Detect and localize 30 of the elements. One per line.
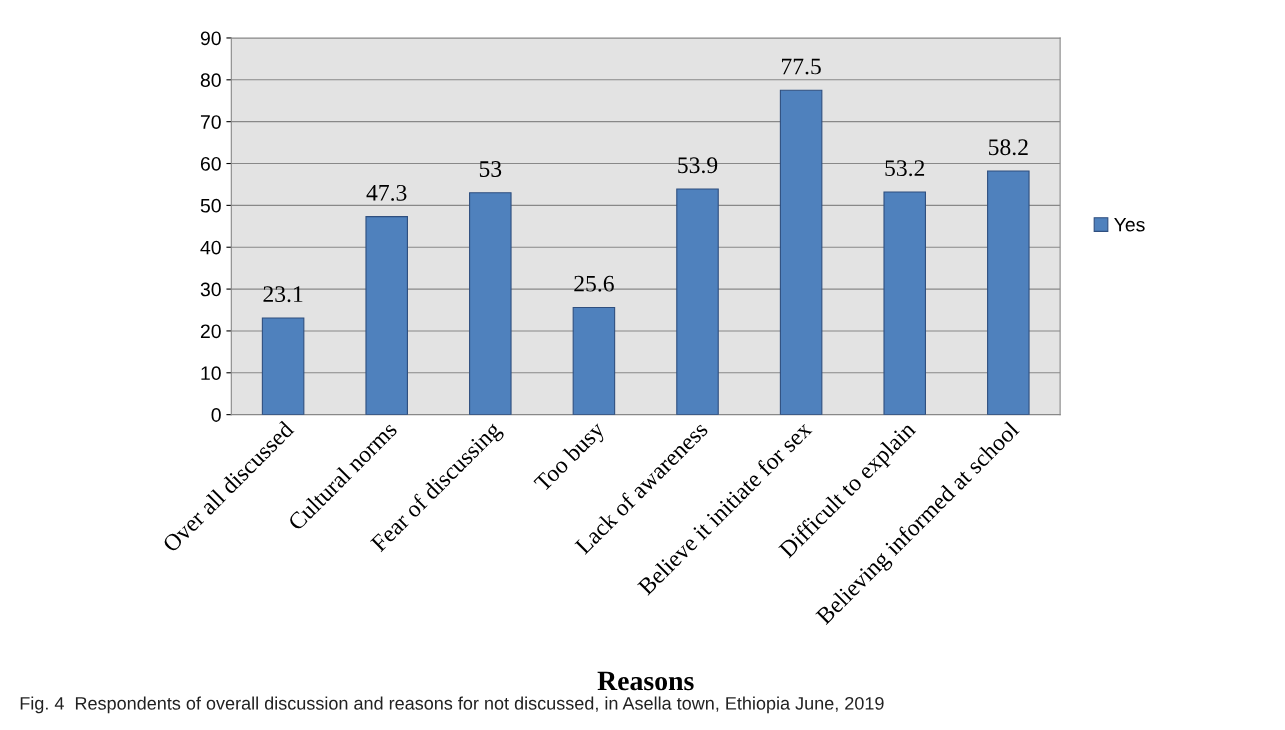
data-label: 25.6 [574,275,614,292]
y-tick-label: 50 [200,198,221,213]
bar [365,216,408,415]
data-label: 23.1 [263,286,303,303]
bar [572,306,616,415]
bar [261,317,305,415]
y-tick-label: 40 [200,240,221,255]
y-tick-label: 20 [200,324,221,339]
y-tick-label: 80 [200,73,221,88]
bar [987,170,1030,415]
data-label: 53.2 [885,160,925,177]
data-label: 58.2 [989,139,1028,156]
y-tick-label: 60 [200,156,221,171]
y-tick-label: 70 [200,115,221,129]
data-label: 53 [479,161,502,177]
caption: Fig. 4 Respondents of overall discussion and reasons for not discussed, in Asella town, Ethiopia June, 2019 [20,696,884,714]
y-tick-label: 10 [201,366,221,381]
bar [779,89,823,415]
data-label: 47.3 [366,184,407,201]
y-tick-label: 30 [200,282,221,297]
bar [676,188,719,415]
data-label: 53.9 [678,157,718,174]
y-tick-label: 90 [200,31,221,46]
legend-label: Yes [1114,217,1145,232]
x-axis-title: Reasons [597,671,694,691]
bar [883,191,926,415]
x-tick-label: Too busy [532,419,610,496]
y-tick-label: 0 [211,408,221,422]
data-label: 77.5 [782,58,821,75]
bar [469,192,512,415]
